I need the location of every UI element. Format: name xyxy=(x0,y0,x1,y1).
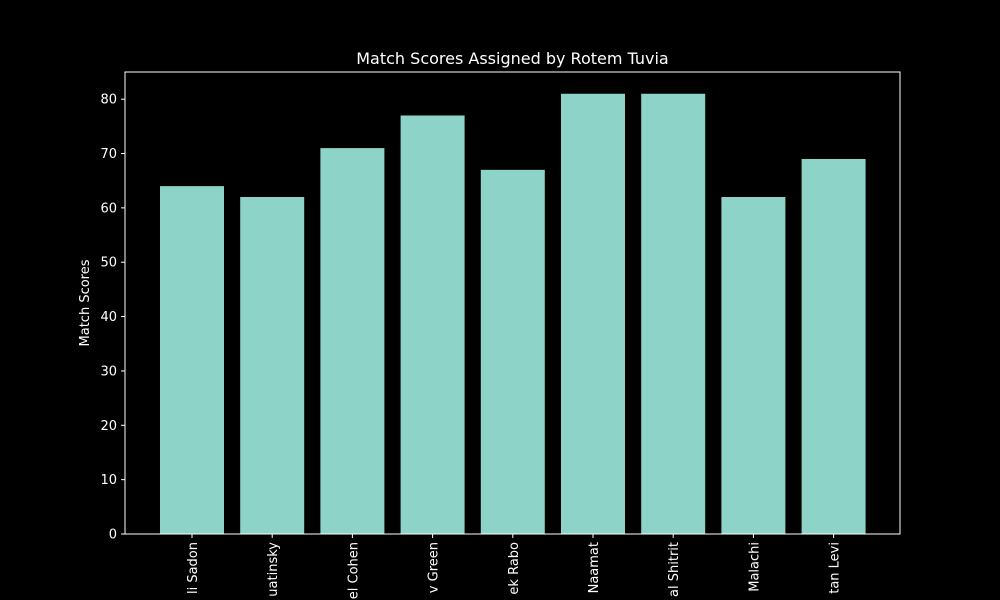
bar-4 xyxy=(480,169,545,534)
bar-3 xyxy=(400,115,465,534)
y-tick-label-3: 30 xyxy=(100,364,117,379)
bars-layer xyxy=(160,93,866,534)
y-axis: 0 10 20 30 40 50 60 70 80 xyxy=(100,93,125,543)
bar-1 xyxy=(240,197,305,534)
bar-2 xyxy=(320,148,385,534)
bar-5 xyxy=(561,93,625,534)
bar-6 xyxy=(641,93,706,534)
x-tick-label-1: uatinsky xyxy=(266,542,281,597)
y-tick-label-1: 10 xyxy=(100,473,117,488)
x-axis: li Sadon uatinsky el Cohen v Green ek Rabo Na… xyxy=(186,534,843,599)
x-tick-label-7: Malachi xyxy=(747,542,762,592)
y-tick-label-6: 60 xyxy=(100,201,117,216)
x-tick-label-5: Naamat xyxy=(587,542,602,593)
x-tick-label-3: v Green xyxy=(427,542,442,593)
x-tick-label-4: ek Rabo xyxy=(507,542,522,595)
bar-8 xyxy=(801,158,866,534)
y-tick-label-7: 70 xyxy=(100,147,117,162)
x-tick-label-6: al Shitrit xyxy=(667,542,682,597)
y-tick-label-2: 20 xyxy=(100,419,117,434)
y-tick-label-4: 40 xyxy=(100,310,117,325)
chart-title: Match Scores Assigned by Rotem Tuvia xyxy=(356,49,668,68)
x-tick-label-2: el Cohen xyxy=(346,542,361,599)
bar-7 xyxy=(721,197,786,534)
x-tick-label-8: tan Levi xyxy=(828,542,843,594)
y-tick-label-0: 0 xyxy=(109,528,117,543)
x-tick-label-0: li Sadon xyxy=(186,542,201,594)
y-tick-label-8: 80 xyxy=(100,93,117,108)
y-axis-label: Match Scores xyxy=(78,259,93,346)
bar-0 xyxy=(160,186,224,534)
y-tick-label-5: 50 xyxy=(100,256,117,271)
